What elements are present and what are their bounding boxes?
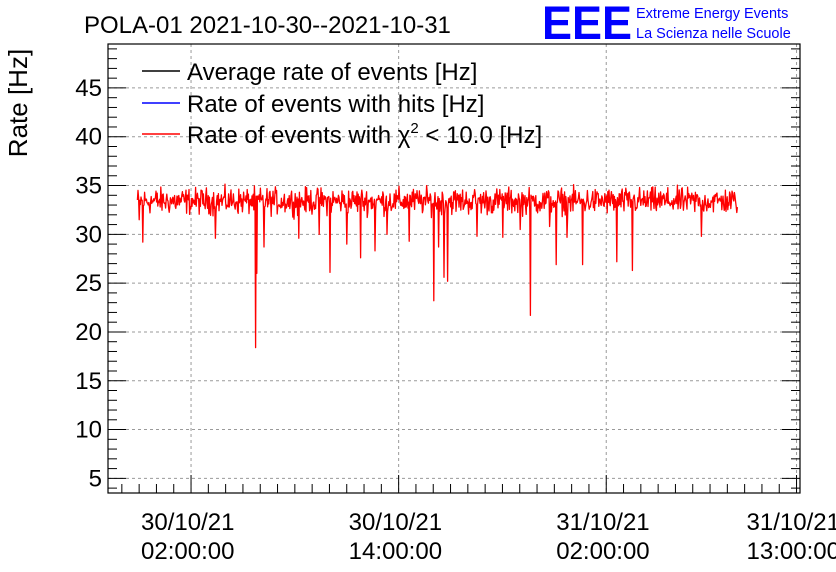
y-tick-label: 10 (75, 417, 102, 444)
legend-chi2-symbol: χ (398, 122, 411, 149)
x-tick-time: 13:00:00 (747, 538, 836, 565)
legend-chi2-suffix: < 10.0 [Hz] (419, 122, 542, 149)
x-tick-date: 30/10/21 (141, 509, 234, 536)
y-tick-labels: 5 10 15 20 25 30 35 40 45 (75, 75, 102, 492)
y-tick-label: 5 (89, 465, 102, 492)
chart-title: POLA-01 2021-10-30--2021-10-31 (84, 12, 451, 39)
legend-chi2-prefix: Rate of events with (187, 122, 398, 149)
x-tick-labels: 30/10/2102:00:0030/10/2114:00:0031/10/21… (141, 509, 836, 565)
x-tick-time: 02:00:00 (141, 538, 234, 565)
y-tick-label: 35 (75, 173, 102, 200)
y-axis-label: Rate [Hz] (3, 49, 33, 157)
y-tick-label: 30 (75, 221, 102, 248)
series-line-chi2 (136, 183, 739, 349)
x-tick-date: 30/10/21 (349, 509, 442, 536)
x-tick-date: 31/10/21 (556, 509, 649, 536)
x-tick-time: 14:00:00 (349, 538, 442, 565)
y-tick-label: 20 (75, 319, 102, 346)
axis-ticks (108, 48, 800, 493)
eee-logo: EEE Extreme Energy Events La Scienza nel… (542, 0, 791, 49)
x-tick-time: 02:00:00 (556, 538, 649, 565)
legend-label-chi2: Rate of events with χ2 < 10.0 [Hz] (187, 120, 542, 149)
y-tick-label: 15 (75, 368, 102, 395)
plot-frame (107, 43, 801, 494)
y-tick-label: 40 (75, 124, 102, 151)
legend-label-hits: Rate of events with hits [Hz] (187, 91, 484, 118)
legend: Average rate of events [Hz] Rate of even… (142, 59, 542, 149)
legend-chi2-superscript: 2 (410, 120, 418, 137)
y-tick-label: 45 (75, 75, 102, 102)
x-tick-date: 31/10/21 (747, 509, 836, 536)
logo-line-2: La Scienza nelle Scuole (636, 26, 791, 42)
eee-logo-mark: EEE (542, 0, 632, 49)
legend-label-average: Average rate of events [Hz] (187, 59, 477, 86)
logo-line-1: Extreme Energy Events (636, 6, 788, 22)
y-tick-label: 25 (75, 270, 102, 297)
grid-lines (108, 44, 800, 493)
series-group (136, 183, 739, 349)
